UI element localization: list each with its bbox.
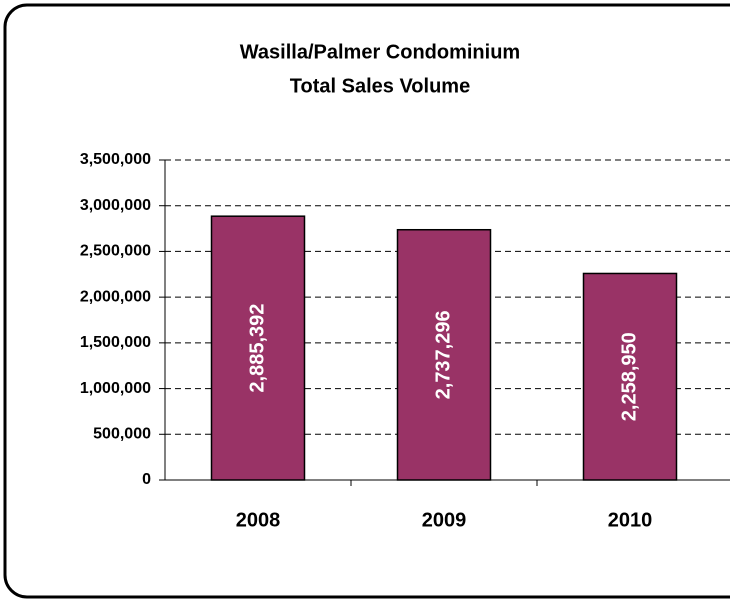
chart-title: Wasilla/Palmer Condominium — [240, 41, 520, 63]
x-tick-label: 2008 — [236, 509, 281, 531]
x-tick-label: 2009 — [422, 509, 467, 531]
y-tick-label: 500,000 — [93, 426, 151, 443]
y-tick-label: 0 — [142, 471, 151, 488]
y-tick-label: 3,000,000 — [80, 197, 151, 214]
bar — [396, 228, 492, 481]
chart-title: Total Sales Volume — [290, 75, 470, 97]
bar — [582, 272, 678, 481]
chart-frame — [3, 3, 730, 599]
value-label: 2,885,392 — [246, 304, 268, 393]
value-label: 2,258,950 — [618, 332, 640, 421]
bar — [210, 215, 306, 481]
y-tick-label: 1,000,000 — [80, 380, 151, 397]
y-tick-label: 3,500,000 — [80, 151, 151, 168]
value-label: 2,737,296 — [432, 310, 454, 399]
y-tick-label: 2,000,000 — [80, 288, 151, 305]
y-tick-label: 2,500,000 — [80, 243, 151, 260]
x-tick-label: 2010 — [608, 509, 653, 531]
y-tick-label: 1,500,000 — [80, 334, 151, 351]
